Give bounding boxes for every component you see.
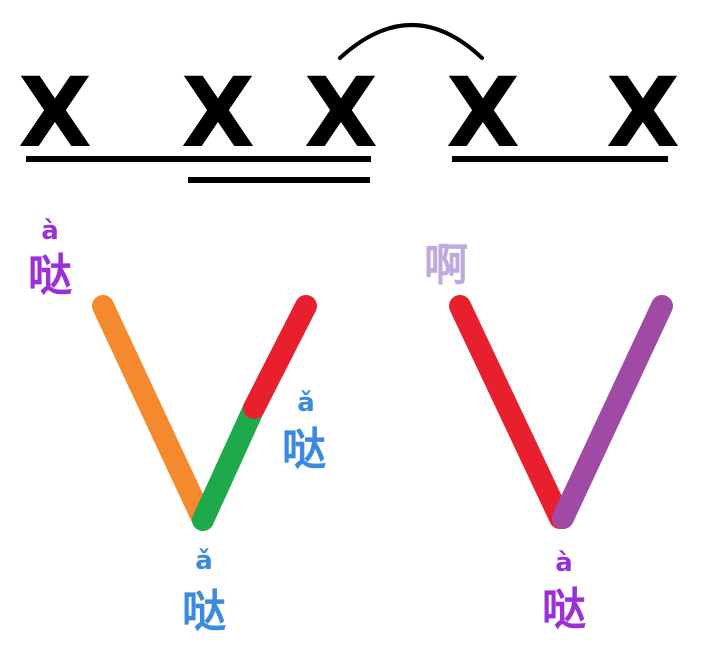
beam-upper-left bbox=[26, 156, 371, 162]
left-mid-pinyin: ǎ bbox=[297, 388, 315, 418]
right-bottom-hanzi: 哒 bbox=[542, 584, 586, 635]
left-start-hanzi: 哒 bbox=[28, 250, 72, 301]
beam-lower-left bbox=[188, 177, 370, 183]
rhythm-mark-4: X bbox=[446, 57, 520, 169]
beam-upper-right bbox=[452, 156, 668, 162]
left-start-pinyin: à bbox=[41, 216, 59, 246]
rhythm-mark-5: X bbox=[606, 57, 680, 169]
rhythm-mark-1: X bbox=[18, 57, 92, 169]
tie-arc bbox=[338, 23, 484, 60]
right-stroke-up bbox=[552, 295, 673, 529]
left-stroke-down bbox=[92, 295, 214, 531]
left-tone-contour bbox=[92, 295, 317, 531]
rhythm-marks: X X X X X bbox=[18, 57, 680, 169]
right-start-hanzi: 啊 bbox=[424, 240, 468, 291]
right-bottom-pinyin: à bbox=[555, 548, 573, 578]
left-stroke-up-red bbox=[243, 295, 317, 419]
left-mid-hanzi: 哒 bbox=[282, 424, 326, 475]
left-bottom-hanzi: 哒 bbox=[182, 586, 226, 637]
left-bottom-pinyin: ǎ bbox=[195, 546, 213, 576]
right-stroke-down bbox=[449, 295, 571, 529]
rhythm-mark-2: X bbox=[181, 57, 255, 169]
left-stroke-up-green bbox=[192, 397, 265, 531]
rhythm-mark-3: X bbox=[304, 57, 378, 169]
right-tone-contour bbox=[449, 295, 673, 529]
beams bbox=[26, 156, 668, 183]
